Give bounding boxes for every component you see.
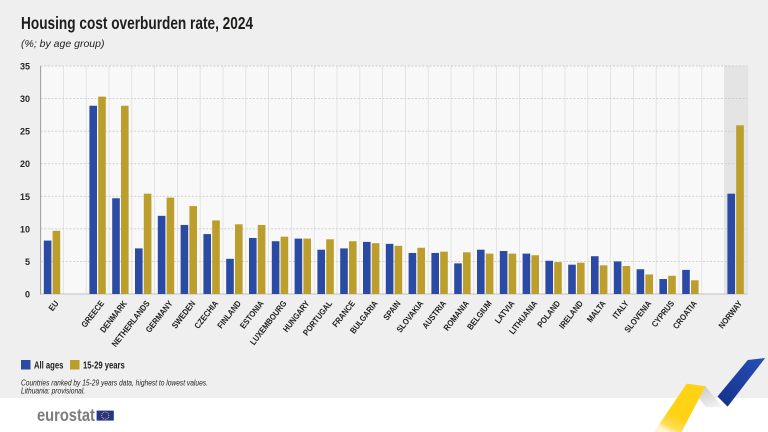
svg-text:eurostat: eurostat (37, 406, 95, 426)
svg-text:Housing cost overburden rate,: Housing cost overburden rate, 2024 (21, 15, 253, 34)
svg-text:10: 10 (20, 224, 30, 234)
svg-text:Lithuania: provisional.: Lithuania: provisional. (21, 386, 85, 396)
svg-text:All ages: All ages (34, 359, 63, 370)
svg-text:30: 30 (20, 94, 30, 104)
svg-text:(%; by age group): (%; by age group) (21, 38, 104, 50)
svg-text:35: 35 (20, 62, 30, 72)
svg-text:20: 20 (20, 159, 30, 169)
svg-text:Countries ranked by 15-29 year: Countries ranked by 15-29 years data, hi… (21, 378, 208, 388)
svg-text:15: 15 (20, 192, 30, 202)
svg-text:15-29 years: 15-29 years (83, 359, 125, 370)
svg-text:0: 0 (25, 290, 30, 300)
svg-text:5: 5 (25, 257, 30, 267)
svg-text:25: 25 (20, 127, 30, 137)
